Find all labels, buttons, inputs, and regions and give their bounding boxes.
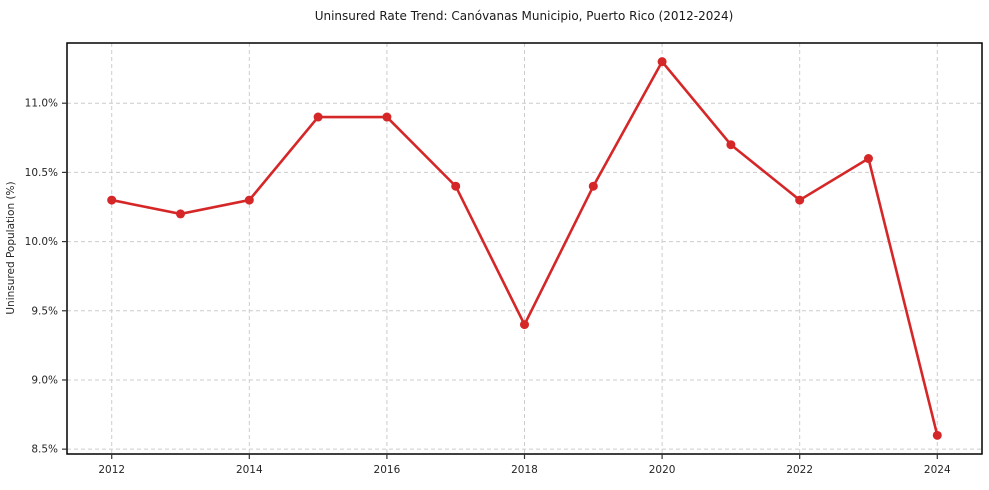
data-point-marker: [244, 195, 254, 205]
x-tick-label: 2022: [786, 464, 813, 476]
chart-title: Uninsured Rate Trend: Canóvanas Municipi…: [315, 9, 734, 23]
data-point-marker: [863, 154, 873, 164]
data-point-marker: [726, 140, 736, 150]
grid-layer: [67, 43, 982, 454]
data-point-marker: [313, 112, 323, 122]
y-tick-label: 9.0%: [31, 374, 58, 386]
x-tick-label: 2018: [511, 464, 538, 476]
y-tick-label: 9.5%: [31, 305, 58, 317]
y-tick-label: 11.0%: [25, 98, 58, 110]
x-tick-label: 2014: [236, 464, 263, 476]
data-point-marker: [382, 112, 392, 122]
data-point-marker: [107, 195, 117, 205]
data-point-marker: [795, 195, 805, 205]
data-point-marker: [451, 181, 461, 191]
tick-layer: 8.5% 9.0% 9.5% 10.0% 10.5% 11.0% 2012 2014 2016 2…: [25, 98, 951, 476]
y-tick-label: 8.5%: [31, 444, 58, 456]
x-tick-label: 2016: [374, 464, 401, 476]
data-point-marker: [176, 209, 186, 219]
data-point-marker: [588, 181, 598, 191]
x-tick-label: 2020: [649, 464, 676, 476]
x-tick-label: 2012: [98, 464, 125, 476]
data-point-marker: [520, 320, 529, 330]
data-point-marker: [932, 430, 942, 440]
y-axis-label: Uninsured Population (%): [5, 181, 17, 314]
y-tick-label: 10.0%: [25, 236, 58, 248]
data-point-marker: [657, 57, 667, 67]
series-layer: [107, 57, 942, 440]
x-tick-label: 2024: [924, 464, 951, 476]
y-tick-label: 10.5%: [25, 167, 58, 179]
